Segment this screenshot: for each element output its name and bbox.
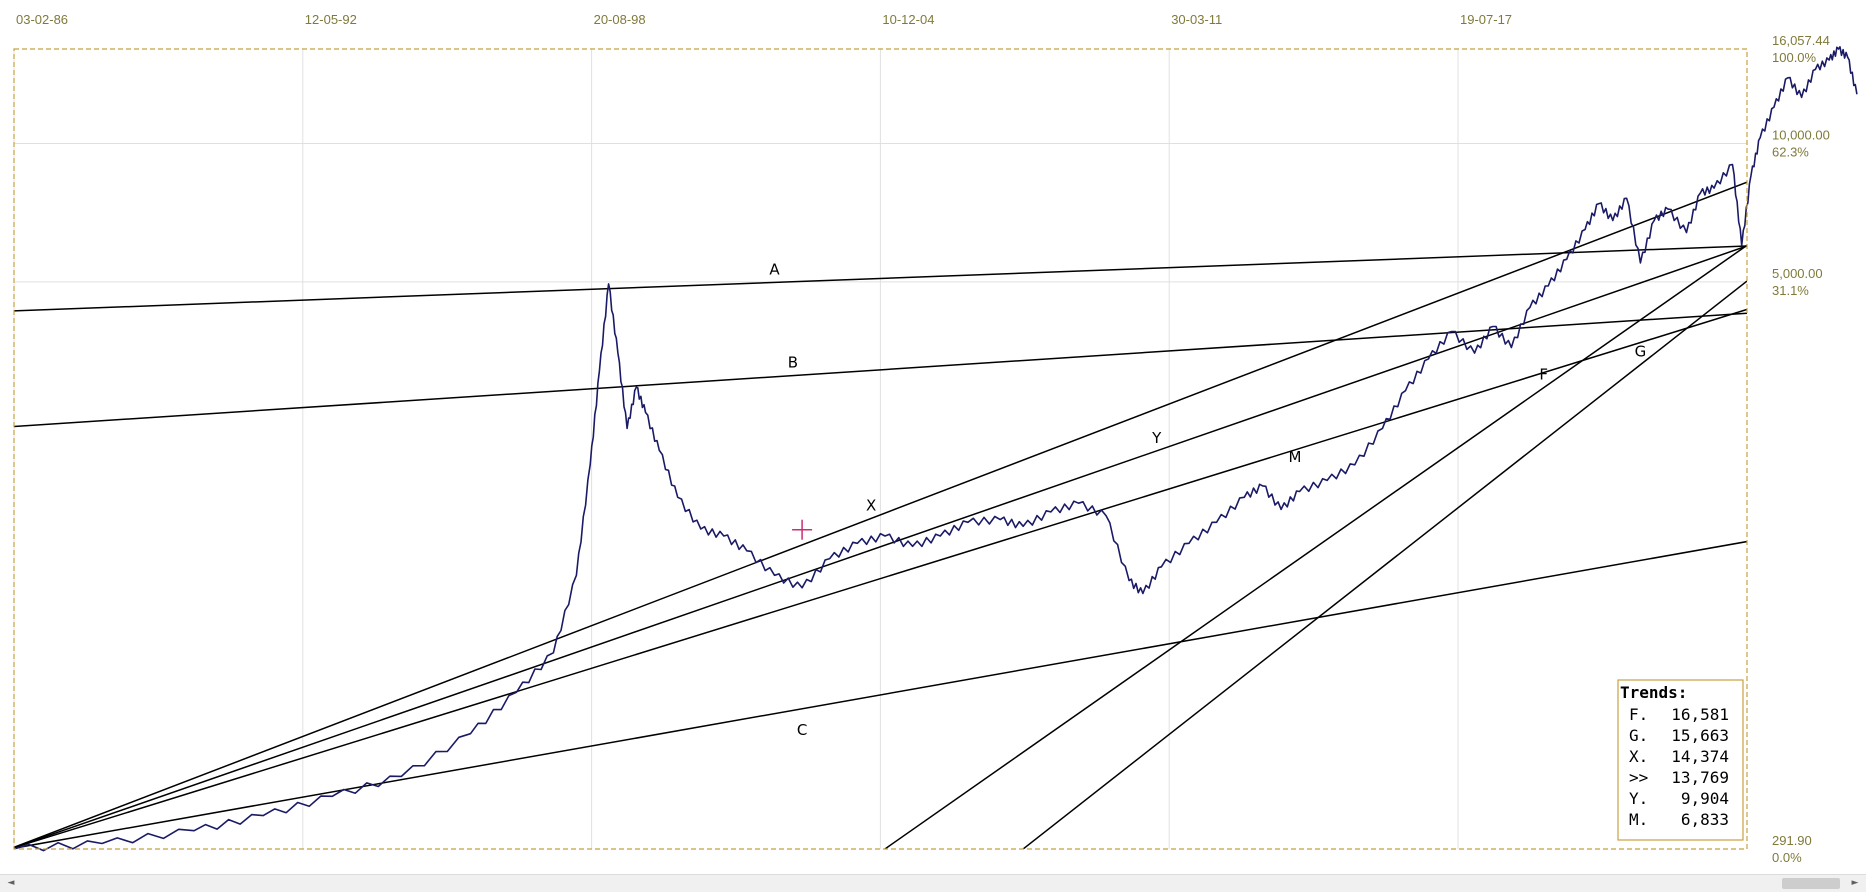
y-tick-value: 291.90 <box>1772 833 1812 848</box>
trendlines <box>14 181 1747 849</box>
trendline-label-c: C <box>797 721 807 739</box>
x-tick-label: 19-07-17 <box>1460 12 1512 27</box>
trendline-a <box>14 245 1747 312</box>
plot-frame <box>13 48 1748 850</box>
trend-row-value: 14,374 <box>1671 747 1729 766</box>
trend-box: Trends: F. 16,581 G. 15,663 X. 14,374 >> 13,769 Y… <box>1617 679 1744 841</box>
x-tick-label: 20-08-98 <box>594 12 646 27</box>
trendline-labels: A B C X Y M F G <box>769 260 1646 738</box>
x-axis-ticks: 03-02-86 12-05-92 20-08-98 10-12-04 30-03-11… <box>16 12 1512 27</box>
y-tick-percent: 0.0% <box>1772 850 1802 865</box>
trend-row-value: 6,833 <box>1681 810 1729 829</box>
trend-row-label: F. <box>1629 705 1648 724</box>
scroll-right-icon[interactable]: ► <box>1851 878 1859 888</box>
trendline-label-y: Y <box>1151 429 1162 447</box>
y-tick-percent: 100.0% <box>1772 50 1817 65</box>
trendline-x <box>14 181 1747 849</box>
trend-row-label: X. <box>1629 747 1648 766</box>
trend-box-title: Trends: <box>1620 683 1687 702</box>
x-tick-label: 30-03-11 <box>1171 12 1222 27</box>
trendline-label-g: G <box>1635 343 1647 361</box>
trend-row-label: G. <box>1629 726 1648 745</box>
trendline-b <box>14 312 1747 428</box>
y-axis-ticks: 16,057.44 100.0% 10,000.00 62.3% 5,000.00 31.… <box>1772 33 1830 865</box>
trendline-label-a: A <box>769 260 780 278</box>
trendline-f <box>884 244 1747 849</box>
scrollbar-thumb[interactable] <box>1782 878 1840 889</box>
trend-row-label: M. <box>1629 810 1648 829</box>
crosshair-marker <box>792 519 813 540</box>
trendline-label-f: F <box>1539 366 1548 384</box>
trend-row-value: 15,663 <box>1671 726 1729 745</box>
x-tick-label: 10-12-04 <box>882 12 934 27</box>
y-tick-percent: 31.1% <box>1772 283 1809 298</box>
trendline-c <box>14 540 1747 849</box>
x-tick-label: 03-02-86 <box>16 12 68 27</box>
y-tick-value: 5,000.00 <box>1772 266 1823 281</box>
trend-row-value: 13,769 <box>1671 768 1729 787</box>
x-tick-label: 12-05-92 <box>305 12 357 27</box>
price-series <box>14 46 1858 852</box>
trend-row-value: 16,581 <box>1671 705 1729 724</box>
trend-row-label: >> <box>1629 768 1648 787</box>
trend-row-label: Y. <box>1629 789 1648 808</box>
y-tick-percent: 62.3% <box>1772 145 1809 160</box>
trendline-label-m: M <box>1288 448 1301 466</box>
trend-box-frame <box>1617 679 1744 841</box>
trendline-g <box>1022 280 1747 849</box>
price-chart: 03-02-86 12-05-92 20-08-98 10-12-04 30-03-11… <box>13 12 1858 865</box>
trendline-label-x: X <box>866 496 876 514</box>
y-tick-value: 16,057.44 <box>1772 33 1830 48</box>
price-line <box>14 46 1858 852</box>
trend-row-value: 9,904 <box>1681 789 1729 808</box>
trendline-label-b: B <box>788 354 798 372</box>
gridlines <box>13 49 1747 849</box>
trendline-y <box>14 245 1747 849</box>
trendline-m <box>14 308 1747 849</box>
horizontal-scrollbar[interactable]: ◄ ► <box>0 874 1866 892</box>
scroll-left-icon[interactable]: ◄ <box>7 878 15 888</box>
y-tick-value: 10,000.00 <box>1772 128 1830 143</box>
